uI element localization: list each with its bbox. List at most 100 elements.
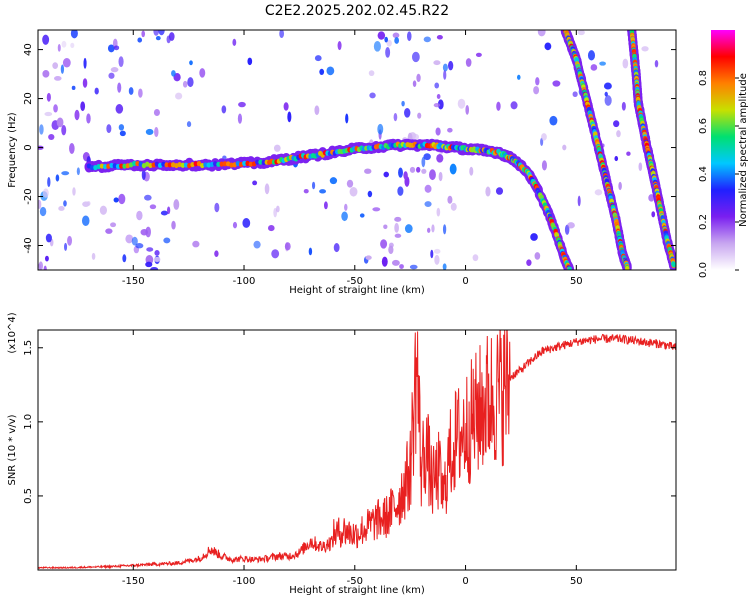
heatmap-speckle (517, 74, 521, 80)
heatmap-speckle (52, 62, 59, 70)
heatmap-speckle (401, 100, 405, 107)
ridge-core (209, 161, 215, 167)
heatmap-speckle (349, 186, 358, 197)
heatmap-speckle (572, 91, 578, 98)
heatmap-speckle (391, 259, 400, 266)
snr-panel: -150 -100 -50 0 50 0.5 1.0 1.5 Height of strai… (7, 312, 677, 596)
heatmap-speckle (47, 177, 51, 188)
heatmap-speckle (447, 195, 453, 204)
heatmap-speckle (82, 201, 90, 207)
heatmap-speckle (433, 248, 441, 254)
heatmap-panel: -150 -100 -50 0 50 -40 -20 0 20 40 Height of str… (7, 29, 677, 296)
heatmap-speckle (416, 166, 421, 173)
heatmap-speckle (171, 220, 176, 230)
heatmap-speckle (403, 171, 408, 180)
heatmap-speckle (308, 247, 313, 256)
heatmap-speckle (434, 254, 440, 265)
heatmap-speckle (399, 264, 404, 269)
heatmap-speckle (424, 184, 432, 193)
heatmap-speckle (107, 44, 115, 53)
heatmap-speckle (166, 206, 171, 215)
heatmap-speckle (423, 36, 431, 43)
ridge-core (161, 161, 166, 167)
heatmap-speckle (429, 169, 436, 181)
heatmap-speckle (409, 264, 418, 270)
heatmap-speckle (284, 242, 291, 251)
snr-y-axis-label: SNR (10 * v/v) (7, 414, 18, 485)
heatmap-speckle (433, 60, 441, 66)
heatmap-speckle (549, 115, 558, 126)
ridge-core (258, 159, 263, 165)
heatmap-speckle (267, 225, 275, 232)
heatmap-speckle (117, 82, 122, 93)
heatmap-speckle (651, 211, 656, 218)
heatmap-speckle (115, 104, 124, 114)
ridge-core (193, 161, 198, 167)
heatmap-speckle (136, 210, 143, 221)
colorbar: 0.0 0.2 0.4 0.6 0.8 Normalized spectral ampl… (698, 30, 749, 278)
heatmap-speckle (436, 35, 443, 40)
ridge-core (222, 161, 228, 167)
heatmap-speckle (273, 207, 278, 218)
heatmap-speckle (404, 107, 411, 118)
heatmap-speckle (46, 92, 51, 102)
heatmap-speckle (472, 254, 479, 262)
heatmap-speckle (397, 186, 404, 196)
heatmap-speckle (641, 46, 649, 52)
heatmap-speckle (394, 216, 402, 222)
colorbar-tick-label: 0.4 (698, 166, 709, 182)
ridge-core (255, 159, 260, 165)
heatmap-speckle (145, 226, 151, 238)
heatmap-speckle (160, 210, 168, 216)
heatmap-speckle (91, 252, 96, 260)
heatmap-speckle (237, 113, 243, 124)
snr-y-multiplier: (x10^4) (7, 312, 18, 353)
ridge-core (122, 163, 127, 169)
colorbar-label: Normalized spectral amplitude (738, 73, 749, 227)
heatmap-speckle (72, 187, 76, 196)
ridge-core (213, 161, 218, 167)
heatmap-speckle (44, 255, 49, 262)
heatmap-speckle (475, 52, 482, 57)
heatmap-speckle (39, 206, 47, 217)
heatmap-speckle (526, 259, 532, 266)
heatmap-speckle (562, 144, 567, 151)
y-tick-label: 20 (23, 92, 34, 105)
heatmap-speckle (173, 199, 180, 210)
heatmap-speckle (510, 101, 518, 110)
heatmap-speckle (383, 224, 388, 230)
heatmap-speckle (590, 64, 598, 71)
x-tick-label: -50 (347, 276, 363, 287)
heatmap-speckle (214, 202, 220, 213)
heatmap-x-axis-label: Height of straight line (km) (289, 285, 425, 296)
snr-frame (37, 329, 677, 571)
ridge-core (216, 161, 221, 167)
heatmap-speckle (99, 205, 107, 215)
heatmap-speckle (385, 47, 391, 58)
heatmap-speckle (622, 58, 629, 69)
ridge-core (180, 162, 186, 168)
heatmap-speckle (253, 240, 261, 249)
ridge-core (177, 161, 182, 168)
heatmap-y-ticks: -40 -20 0 20 40 (23, 43, 676, 254)
heatmap-speckle (433, 102, 441, 108)
heatmap-speckle (388, 242, 394, 248)
heatmap-speckle (594, 189, 603, 196)
ridge-core (671, 262, 676, 268)
ridge-core (102, 164, 108, 170)
heatmap-speckle (264, 183, 270, 195)
heatmap-speckle (319, 68, 325, 75)
heatmap-speckle (552, 80, 561, 87)
heatmap-speckle (94, 87, 99, 95)
heatmap-speckle (359, 213, 365, 218)
heatmap-speckle (567, 222, 575, 229)
heatmap-speckle (70, 30, 78, 39)
heatmap-speckle (373, 40, 381, 52)
heatmap-speckle (119, 130, 126, 137)
heatmap-speckle (614, 156, 619, 162)
heatmap-speckle (393, 113, 398, 122)
heatmap-speckle (365, 255, 372, 260)
heatmap-speckle (287, 111, 292, 123)
heatmap-speckle (434, 82, 440, 89)
